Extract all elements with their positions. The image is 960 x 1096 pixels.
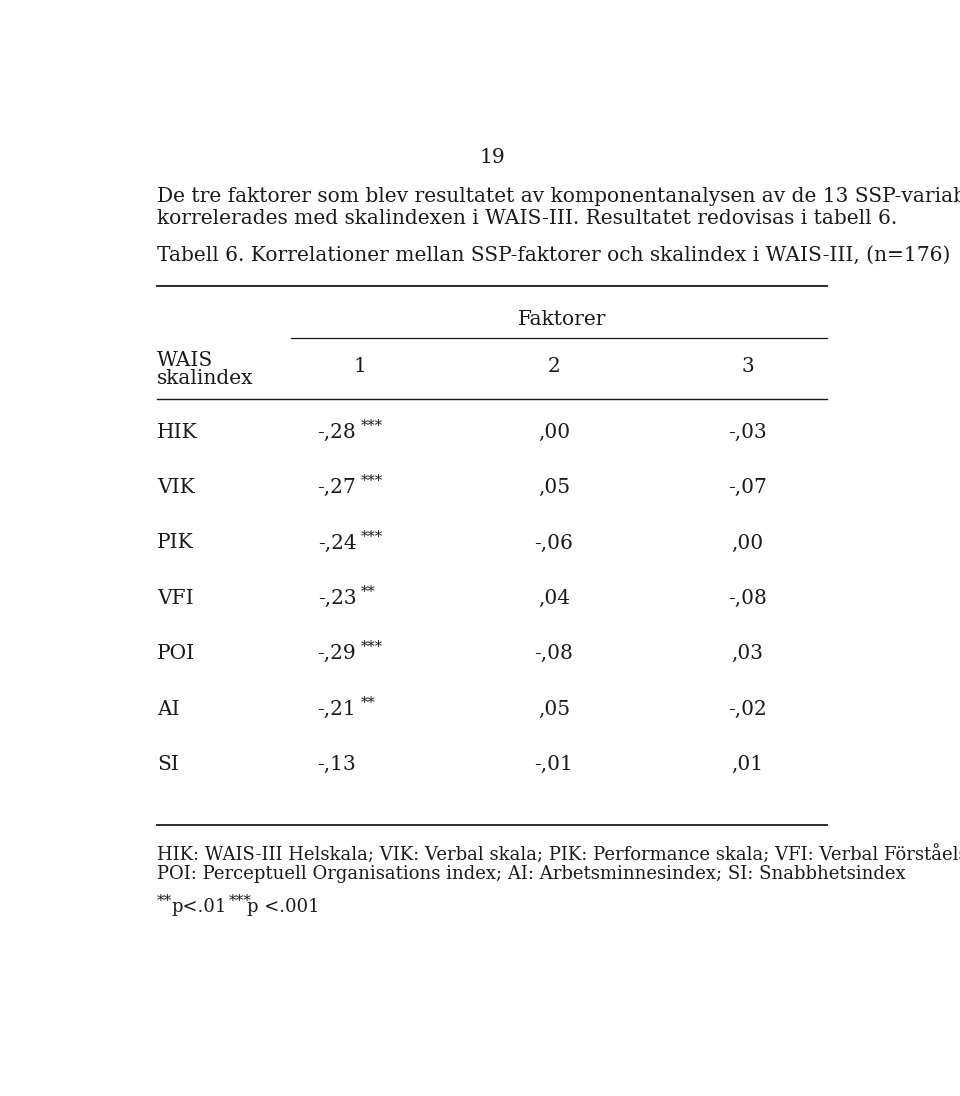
Text: -,02: -,02 [729,699,767,719]
Text: De tre faktorer som blev resultatet av komponentanalysen av de 13 SSP-variablern: De tre faktorer som blev resultatet av k… [157,187,960,206]
Text: ***: *** [360,419,382,433]
Text: AI: AI [157,699,180,719]
Text: PIK: PIK [157,534,194,552]
Text: 2: 2 [547,357,561,376]
Text: -,07: -,07 [729,478,767,496]
Text: ,01: ,01 [732,755,764,774]
Text: -,21: -,21 [318,699,356,719]
Text: -,24: -,24 [318,534,356,552]
Text: ,03: ,03 [732,644,764,663]
Text: POI: POI [157,644,195,663]
Text: -,06: -,06 [535,534,573,552]
Text: HIK: HIK [157,423,198,442]
Text: ,00: ,00 [538,423,570,442]
Text: ,05: ,05 [538,478,570,496]
Text: **: ** [360,696,375,710]
Text: ,05: ,05 [538,699,570,719]
Text: -,13: -,13 [318,755,356,774]
Text: POI: Perceptuell Organisations index; AI: Arbetsminnesindex; SI: Snabbhetsindex: POI: Perceptuell Organisations index; AI… [157,865,906,882]
Text: -,27: -,27 [318,478,356,496]
Text: ,04: ,04 [538,589,570,608]
Text: HIK: WAIS-III Helskala; VIK: Verbal skala; PIK: Performance skala; VFI: Verbal F: HIK: WAIS-III Helskala; VIK: Verbal skal… [157,846,960,865]
Text: 3: 3 [741,357,755,376]
Text: WAIS: WAIS [157,351,213,370]
Text: **: ** [157,894,173,907]
Text: 1: 1 [354,357,367,376]
Text: korrelerades med skalindexen i WAIS-III. Resultatet redovisas i tabell 6.: korrelerades med skalindexen i WAIS-III.… [157,208,898,228]
Text: **: ** [360,585,375,600]
Text: -,08: -,08 [535,644,573,663]
Text: -,03: -,03 [729,423,767,442]
Text: -,28: -,28 [318,423,356,442]
Text: ***: *** [360,640,382,654]
Text: VFI: VFI [157,589,194,608]
Text: -,01: -,01 [535,755,573,774]
Text: ***: *** [360,529,382,544]
Text: Faktorer: Faktorer [517,310,606,329]
Text: Tabell 6. Korrelationer mellan SSP-faktorer och skalindex i WAIS-III, (n=176): Tabell 6. Korrelationer mellan SSP-fakto… [157,246,950,264]
Text: -,29: -,29 [318,644,356,663]
Text: ***: *** [228,894,252,907]
Text: ***: *** [360,475,382,488]
Text: -,08: -,08 [729,589,767,608]
Text: p<.01: p<.01 [171,899,227,916]
Text: VIK: VIK [157,478,195,496]
Text: 19: 19 [479,148,505,168]
Text: SI: SI [157,755,180,774]
Text: skalindex: skalindex [157,369,253,388]
Text: -,23: -,23 [318,589,356,608]
Text: ,00: ,00 [732,534,764,552]
Text: p <.001: p <.001 [247,899,320,916]
